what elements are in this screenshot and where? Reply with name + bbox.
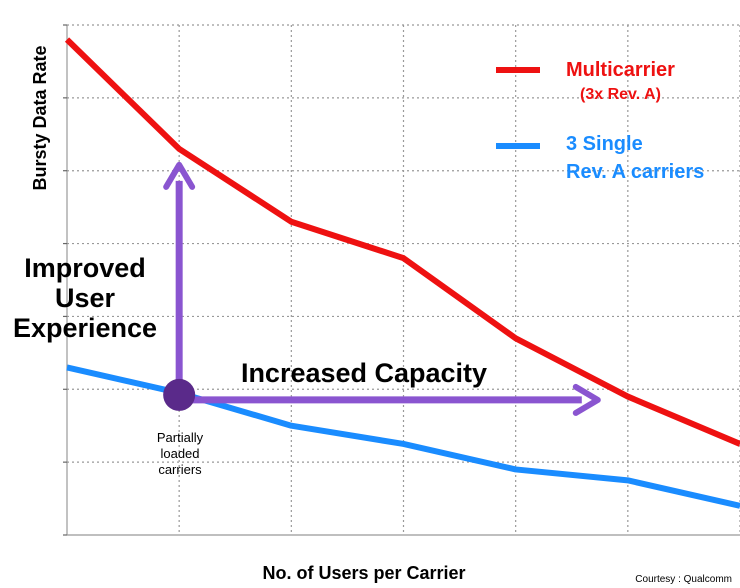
legend-label-multicarrier: Multicarrier — [566, 59, 675, 81]
vertical-arrow-head — [163, 161, 196, 190]
annotation-increased-capacity: Increased Capacity — [241, 358, 487, 388]
annotation-improved-line-3: Experience — [13, 313, 157, 343]
point-label-line-3: carriers — [158, 462, 202, 477]
credit-text: Courtesy : Qualcomm — [635, 574, 732, 585]
point-label-line-1: Partially — [157, 430, 204, 445]
legend: Multicarrier (3x Rev. A) 3 Single Rev. A… — [496, 59, 704, 183]
point-label-line-2: loaded — [160, 446, 199, 461]
grid — [63, 24, 740, 536]
partially-loaded-point — [163, 378, 196, 411]
annotation-improved-line-1: Improved — [24, 253, 146, 283]
series-line-multicarrier — [64, 37, 740, 447]
annotation-arrows — [163, 161, 601, 416]
legend-sublabel-single: Rev. A carriers — [566, 161, 704, 183]
y-axis-label: Bursty Data Rate — [30, 45, 50, 190]
horizontal-arrow-head — [572, 383, 601, 416]
annotation-improved-line-2: User — [55, 283, 116, 313]
x-axis-label: No. of Users per Carrier — [262, 563, 465, 583]
legend-label-single: 3 Single — [566, 133, 643, 155]
legend-sublabel-multicarrier: (3x Rev. A) — [580, 86, 661, 103]
